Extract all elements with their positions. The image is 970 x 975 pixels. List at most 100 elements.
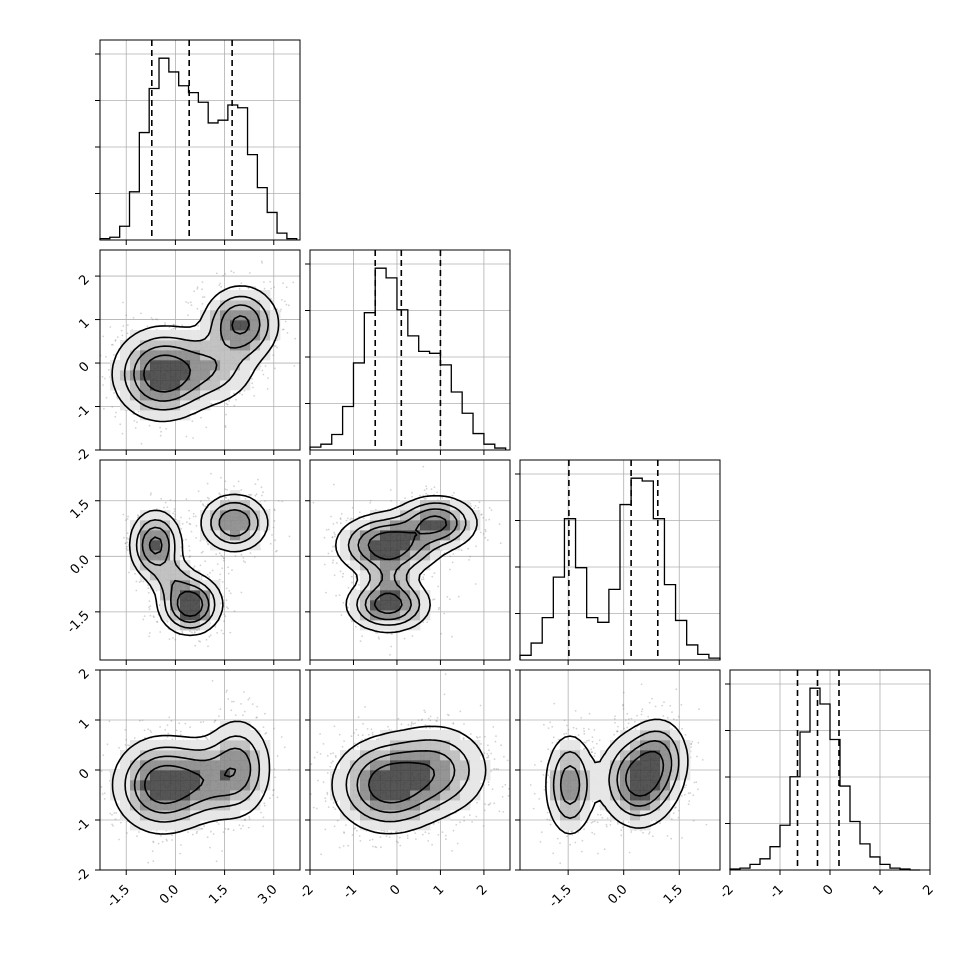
scatter-point	[103, 408, 105, 410]
scatter-point	[134, 573, 136, 575]
scatter-point	[293, 365, 295, 367]
density-block	[190, 360, 200, 370]
scatter-point	[477, 507, 479, 509]
scatter-point	[222, 581, 224, 583]
scatter-point	[144, 615, 146, 617]
scatter-point	[271, 534, 273, 536]
scatter-point	[484, 529, 486, 531]
scatter-point	[134, 420, 136, 422]
scatter-point	[201, 578, 203, 580]
scatter-point	[138, 411, 140, 413]
panel-frame	[310, 250, 510, 450]
scatter-point	[220, 286, 222, 288]
scatter-point	[114, 416, 116, 418]
scatter-point	[189, 555, 191, 557]
scatter-point	[149, 632, 151, 634]
density-block	[240, 310, 250, 320]
scatter-point	[324, 537, 326, 539]
scatter-point	[126, 537, 128, 539]
scatter-point	[102, 384, 104, 386]
scatter-point	[160, 835, 162, 837]
scatter-point	[404, 638, 406, 640]
scatter-point	[171, 720, 173, 722]
scatter-point	[215, 720, 217, 722]
scatter-point	[431, 576, 433, 578]
scatter-point	[172, 512, 174, 514]
scatter-point	[202, 503, 204, 505]
scatter-point	[231, 569, 233, 571]
histogram-panel-0	[95, 40, 300, 245]
scatter-point	[276, 347, 278, 349]
scatter-point	[219, 494, 221, 496]
scatter-point	[479, 501, 481, 503]
scatter-point	[194, 631, 196, 633]
scatter-point	[233, 272, 235, 274]
scatter-point	[233, 485, 235, 487]
scatter-point	[84, 351, 86, 353]
scatter-point	[264, 500, 266, 502]
density-block	[380, 560, 390, 570]
scatter-point	[453, 492, 455, 494]
scatter-point	[482, 517, 484, 519]
scatter-point	[147, 326, 149, 328]
density-block	[150, 370, 160, 380]
scatter-point	[333, 484, 335, 486]
scatter-point	[370, 500, 372, 502]
scatter-point	[149, 425, 151, 427]
scatter-point	[423, 574, 425, 576]
density-block	[230, 510, 240, 520]
scatter-point	[120, 822, 122, 824]
scatter-point	[106, 397, 108, 399]
scatter-point	[197, 288, 199, 290]
scatter-point	[238, 481, 240, 483]
density-block	[370, 570, 380, 580]
scatter-point	[105, 356, 107, 358]
scatter-point	[196, 525, 198, 527]
scatter-point	[180, 844, 182, 846]
scatter-point	[160, 498, 162, 500]
density-block	[190, 330, 200, 340]
scatter-point	[223, 560, 225, 562]
scatter-point	[207, 483, 209, 485]
scatter-point	[286, 304, 288, 306]
scatter-point	[189, 550, 191, 552]
scatter-point	[140, 580, 142, 582]
scatter-point	[328, 529, 330, 531]
scatter-point	[202, 303, 204, 305]
scatter-point	[219, 574, 221, 576]
scatter-point	[193, 516, 195, 518]
scatter-point	[94, 372, 96, 374]
scatter-point	[140, 312, 142, 314]
density-block	[410, 500, 420, 510]
scatter-point	[125, 314, 127, 316]
scatter-point	[187, 302, 189, 304]
scatter-point	[214, 626, 216, 628]
scatter-point	[235, 399, 237, 401]
scatter-point	[411, 492, 413, 494]
scatter-point	[181, 631, 183, 633]
scatter-point	[122, 433, 124, 435]
histogram-panel-2	[515, 460, 720, 665]
scatter-point	[269, 281, 271, 283]
scatter-point	[331, 550, 333, 552]
density-block	[350, 600, 360, 610]
scatter-point	[138, 831, 140, 833]
scatter-point	[260, 812, 262, 814]
scatter-point	[250, 552, 252, 554]
scatter-point	[119, 423, 121, 425]
scatter-point	[127, 518, 129, 520]
scatter-point	[172, 328, 174, 330]
scatter-point	[72, 416, 74, 418]
scatter-point	[274, 368, 276, 370]
scatter-point	[281, 500, 283, 502]
scatter-point	[115, 340, 117, 342]
scatter-point	[193, 290, 195, 292]
scatter-point	[150, 494, 152, 496]
scatter-point	[346, 520, 348, 522]
scatter-point	[225, 480, 227, 482]
scatter-point	[216, 632, 218, 634]
scatter-point	[339, 594, 341, 596]
scatter-point	[224, 273, 226, 275]
scatter-point	[289, 536, 291, 538]
